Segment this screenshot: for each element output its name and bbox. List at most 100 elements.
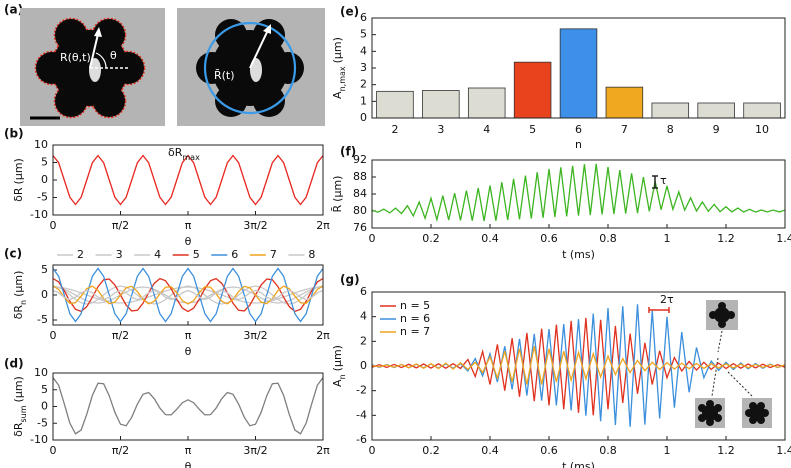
plot-frame <box>371 291 786 441</box>
x-tick-label: π <box>185 219 192 232</box>
y-tick-label: 0 <box>360 359 367 372</box>
x-tick-label: 0 <box>369 232 376 245</box>
x-tick-label: 3π/2 <box>243 329 267 342</box>
y-tick-label: -10 <box>30 433 48 446</box>
x-tick-label: 3π/2 <box>243 444 267 457</box>
y-tick-label: -4 <box>356 408 367 421</box>
x-tick-label: π/2 <box>112 219 129 232</box>
x-tick-label: 7 <box>621 123 628 136</box>
y-tick-label: 5 <box>41 263 48 276</box>
y-tick-label: 0 <box>41 400 48 413</box>
line <box>371 317 786 416</box>
bar <box>422 90 460 119</box>
y-tick-label: 2 <box>360 334 367 347</box>
x-tick-label: 9 <box>713 123 720 136</box>
x-tick-label: π <box>185 329 192 342</box>
y-tick-label: 6 <box>360 11 367 24</box>
legend-label: 8 <box>308 248 315 261</box>
y-tick-label: -10 <box>30 208 48 221</box>
arrow-head <box>263 24 271 34</box>
x-tick-label: 0.6 <box>540 444 558 457</box>
plot-frame <box>371 17 786 119</box>
y-tick-label: 76 <box>353 221 367 234</box>
x-tick-label: 0.8 <box>599 444 617 457</box>
line <box>371 163 786 223</box>
image-annotation: θ <box>110 49 117 62</box>
y-axis-label-text: R̄ <box>331 204 344 212</box>
x-tick-label: 1.2 <box>717 232 735 245</box>
line <box>371 346 786 385</box>
plot-frame <box>52 372 324 441</box>
y-axis-label: δRsum (μm) <box>12 376 28 437</box>
bar <box>697 102 735 119</box>
y-tick-label: -5 <box>37 313 48 326</box>
y-tick-label: -5 <box>37 191 48 204</box>
line <box>52 289 324 301</box>
y-axis-label-sub: n,max <box>338 66 347 91</box>
y-tick-label: 5 <box>41 156 48 169</box>
y-axis-label-unit: (μm) <box>12 158 25 184</box>
x-axis-label: t (ms) <box>562 460 595 468</box>
x-tick-label: 5 <box>529 123 536 136</box>
y-axis-label: δR (μm) <box>12 158 25 202</box>
y-axis-label-unit: (μm) <box>331 176 344 202</box>
inset-bubble <box>745 402 769 424</box>
panel-label: (f) <box>340 145 356 159</box>
y-axis-label: An (μm) <box>331 345 347 387</box>
y-tick-label: -2 <box>356 384 367 397</box>
panel-label: (a) <box>4 3 23 17</box>
plot-frame <box>371 159 786 229</box>
bar <box>513 61 552 119</box>
bar <box>651 102 690 119</box>
annotation: 2τ <box>660 293 674 306</box>
y-tick-label: 5 <box>41 383 48 396</box>
y-tick-label: 1 <box>360 94 367 107</box>
x-tick-label: 1 <box>664 444 671 457</box>
y-tick-label: 84 <box>353 187 367 200</box>
y-axis-label: δRn (μm) <box>12 271 28 320</box>
line <box>52 285 324 305</box>
y-axis-label: An,max (μm) <box>331 37 347 99</box>
panel-label: (d) <box>4 357 24 371</box>
inset-bubble <box>709 302 735 328</box>
legend-label: 6 <box>231 248 238 261</box>
y-tick-label: -6 <box>356 433 367 446</box>
y-axis-label-unit: (μm) <box>331 37 344 63</box>
bar <box>467 87 506 119</box>
x-tick-label: 1.4 <box>776 444 791 457</box>
annotation-sub: max <box>182 153 200 162</box>
bar <box>605 86 644 119</box>
x-tick-label: 4 <box>483 123 490 136</box>
y-tick-label: 5 <box>360 28 367 41</box>
plot-frame <box>52 144 324 216</box>
y-axis-label-sub: n <box>19 300 28 305</box>
x-tick-label: 3π/2 <box>243 219 267 232</box>
y-tick-label: 2 <box>360 78 367 91</box>
bar <box>376 90 414 119</box>
y-tick-label: 0 <box>41 173 48 186</box>
y-axis-label-sub: sum <box>19 405 28 422</box>
legend-label: 7 <box>270 248 277 261</box>
y-tick-label: 6 <box>360 285 367 298</box>
x-tick-label: 0.6 <box>540 232 558 245</box>
x-axis-label: θ <box>185 460 192 468</box>
y-tick-label: 0 <box>360 111 367 124</box>
legend-label: n = 6 <box>400 312 430 325</box>
x-tick-label: 2π <box>316 219 330 232</box>
y-axis-label-sub: n <box>338 374 347 379</box>
y-tick-label: -5 <box>37 416 48 429</box>
x-tick-label: 0 <box>50 329 57 342</box>
x-tick-label: 0.8 <box>599 232 617 245</box>
y-tick-label: 4 <box>360 44 367 57</box>
x-tick-label: π/2 <box>112 444 129 457</box>
panel-a: (a) R(θ,t) θ R̄(t) <box>4 3 325 126</box>
legend-label: n = 7 <box>400 325 430 338</box>
legend-label: 2 <box>77 248 84 261</box>
y-tick-label: 92 <box>353 153 367 166</box>
inset-pointer <box>711 330 753 397</box>
y-axis-label-text: δR <box>12 422 25 437</box>
line <box>52 277 324 313</box>
x-tick-label: 2π <box>316 329 330 342</box>
line <box>52 267 324 323</box>
